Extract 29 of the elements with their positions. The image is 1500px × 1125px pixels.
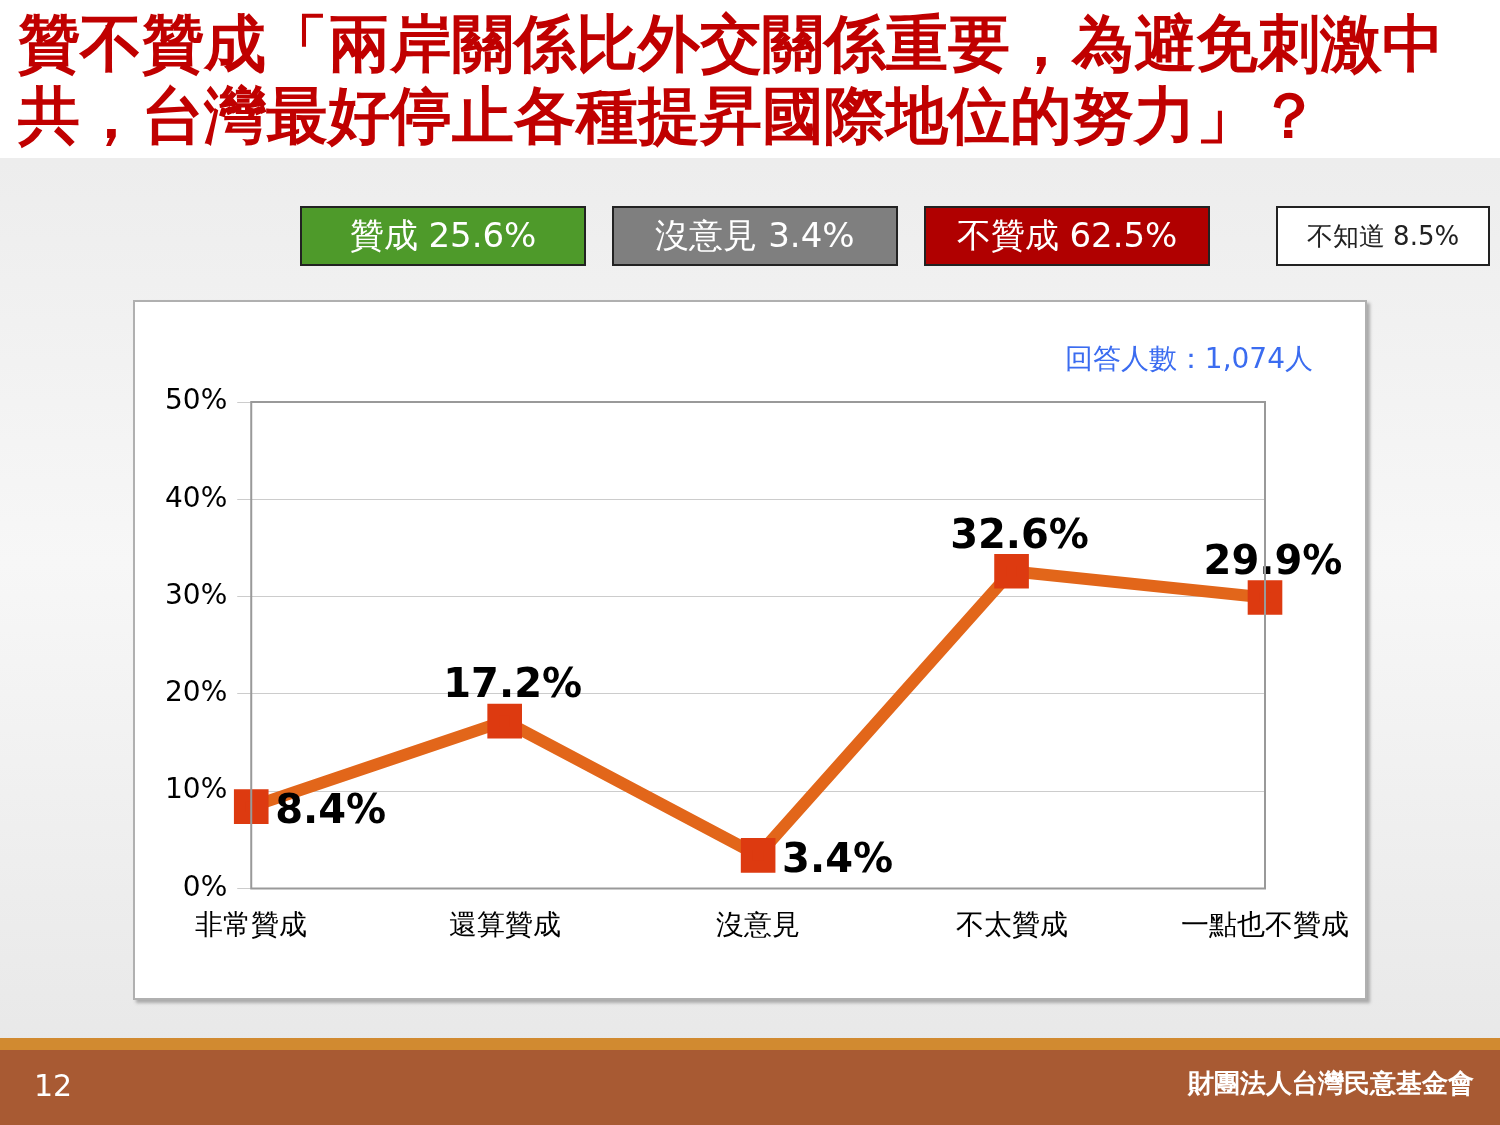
text: 回答人數：1,074人 (1064, 341, 1313, 377)
x-tick-label: 沒意見 (716, 908, 801, 942)
y-tick-label: 10% (165, 772, 228, 806)
data-label: 3.4% (782, 834, 894, 881)
x-tick-label: 不太贊成 (955, 908, 1068, 942)
text: 不知道 8.5% (1276, 206, 1490, 266)
text: 沒意見 3.4% (612, 206, 898, 266)
text: 12 (34, 1068, 73, 1103)
data-label: 29.9% (1203, 536, 1343, 583)
text: 不贊成 62.5% (924, 206, 1210, 266)
x-tick-label: 一點也不贊成 (1181, 908, 1349, 942)
x-tick-label: 非常贊成 (195, 908, 308, 942)
point (994, 553, 1029, 589)
chart-title: 贊不贊成「兩岸關係比外交關係重要，為避免刺激中共，台灣最好停止各種提昇國際地位的努力」？ (18, 7, 1445, 152)
y-tick-label: 30% (165, 577, 228, 611)
point (740, 838, 776, 873)
data-label: 8.4% (275, 786, 387, 833)
x-tick-label: 還算贊成 (448, 908, 561, 942)
text: 財團法人台灣民意基金會 (1188, 1067, 1474, 1100)
point (1247, 580, 1283, 615)
y-tick-label: 0% (182, 869, 228, 903)
data-label: 17.2% (443, 660, 583, 707)
point (487, 703, 522, 739)
y-tick-label: 40% (165, 480, 228, 514)
text: 贊成 25.6% (300, 206, 586, 266)
y-tick-label: 50% (165, 383, 228, 417)
y-tick-label: 20% (165, 675, 228, 709)
point (233, 789, 269, 824)
data-label: 32.6% (950, 510, 1089, 557)
